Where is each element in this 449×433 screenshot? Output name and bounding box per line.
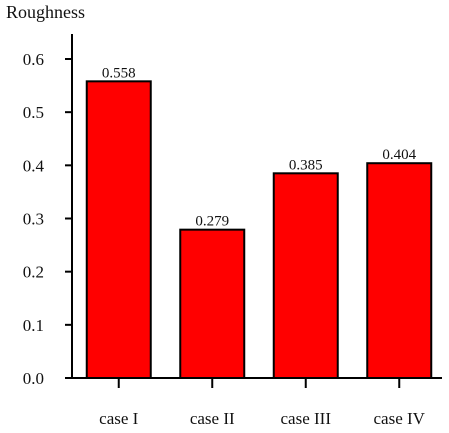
x-tick-label: case II xyxy=(190,409,235,428)
y-tick-label: 0.5 xyxy=(23,103,44,122)
bar xyxy=(85,80,152,380)
y-tick-label: 0.3 xyxy=(23,210,44,229)
bars-group xyxy=(85,80,433,380)
bar xyxy=(272,172,339,379)
bar xyxy=(366,162,433,379)
value-label: 0.385 xyxy=(289,157,323,173)
y-tick-label: 0.6 xyxy=(23,50,44,69)
x-axis: case I case II case III case IV xyxy=(71,377,442,428)
value-label: 0.279 xyxy=(195,214,229,230)
y-axis: 0.0 0.1 0.2 0.3 0.4 0.5 0.6 xyxy=(23,34,73,388)
y-axis-label: Roughness xyxy=(6,2,85,22)
value-labels-group: 0.558 0.279 0.385 0.404 xyxy=(102,65,417,229)
y-tick-label: 0.1 xyxy=(23,316,44,335)
x-tick-label: case IV xyxy=(374,409,426,428)
x-tick-label: case III xyxy=(281,409,332,428)
y-tick-label: 0.0 xyxy=(23,369,44,388)
value-label: 0.404 xyxy=(382,147,416,163)
y-tick-label: 0.2 xyxy=(23,263,44,282)
value-label: 0.558 xyxy=(102,65,136,81)
y-tick-label: 0.4 xyxy=(23,156,45,175)
x-tick-label: case I xyxy=(99,409,139,428)
bar xyxy=(179,228,246,379)
